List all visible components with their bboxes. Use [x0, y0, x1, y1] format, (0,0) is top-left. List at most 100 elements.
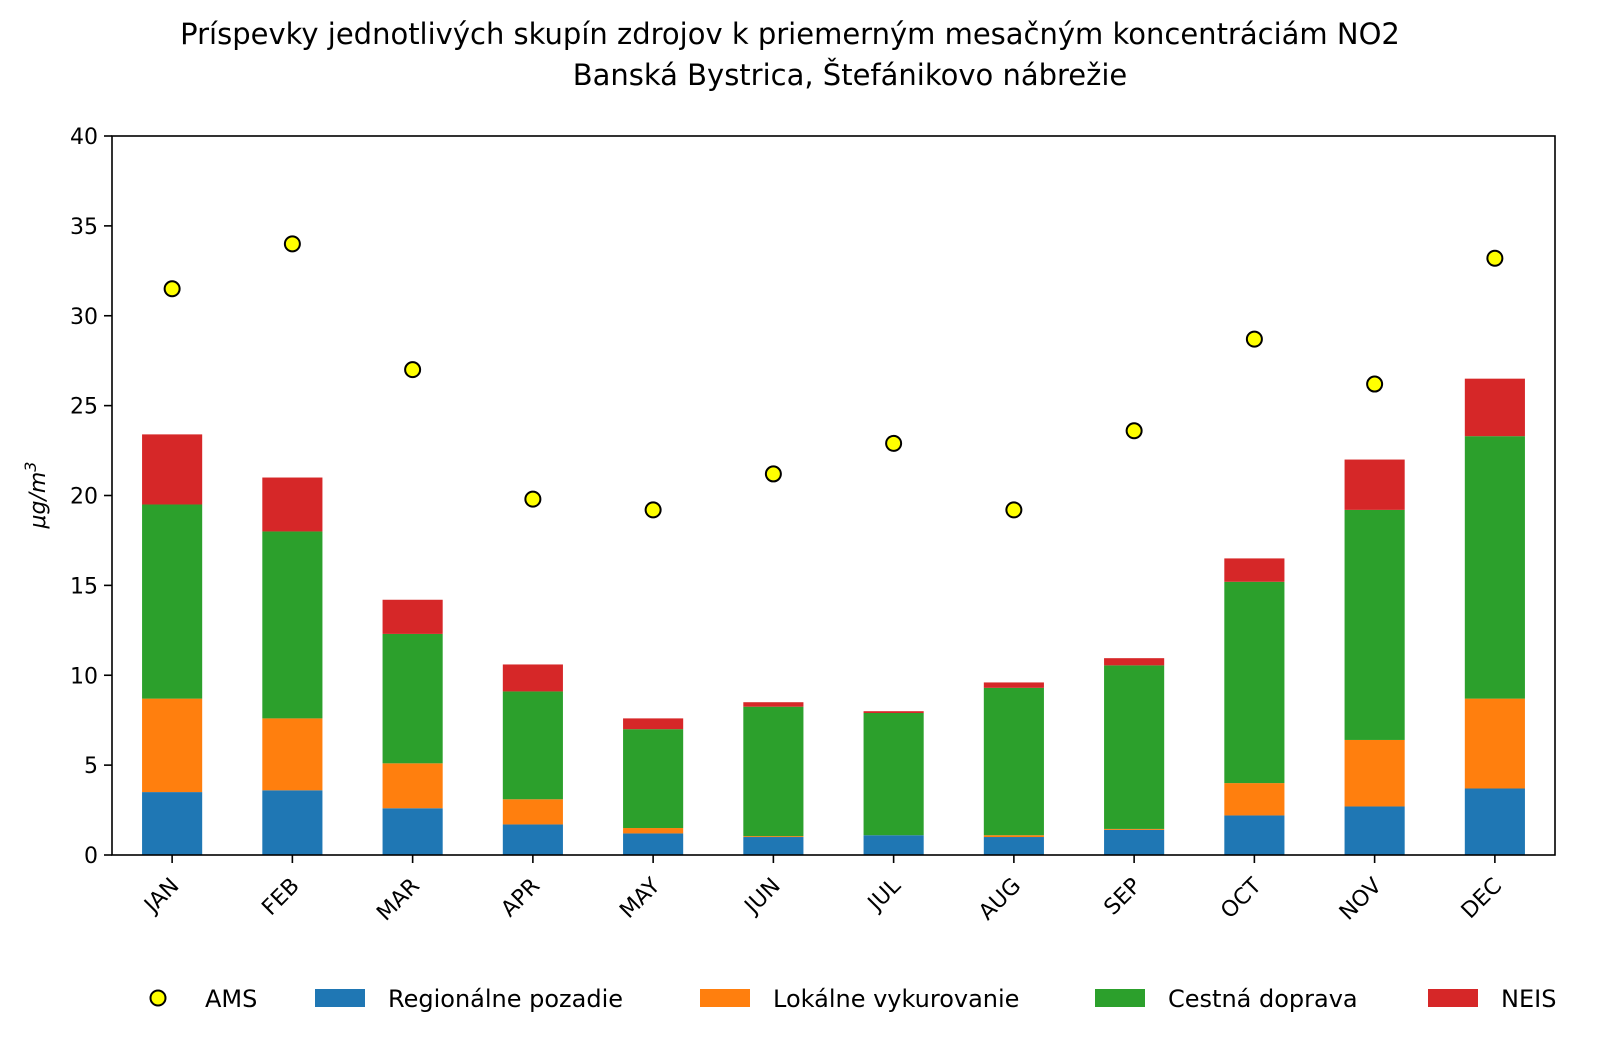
- bar-jun-series-0: [743, 837, 804, 855]
- bar-oct-series-0: [1224, 815, 1285, 855]
- y-tick-label: 30: [70, 305, 98, 330]
- bars-layer: [142, 378, 1525, 855]
- y-axis: 0 5 10 15 20 25 30 35 40: [70, 125, 112, 869]
- bar-dec-series-1: [1464, 698, 1525, 789]
- bar-jun-series-1: [743, 836, 804, 838]
- bar-jul-series-0: [863, 835, 924, 855]
- bar-oct-series-1: [1224, 783, 1285, 816]
- ams-point-mar: [404, 361, 422, 379]
- ams-point-may: [644, 501, 662, 519]
- ams-point-oct: [1245, 330, 1263, 348]
- bar-jan-series-1: [142, 698, 203, 793]
- bar-aug-series-0: [983, 837, 1044, 855]
- ams-point-sep: [1125, 422, 1143, 440]
- legend-swatch-series-3: [1428, 989, 1478, 1007]
- x-tick-label-jan: JAN: [139, 874, 185, 920]
- bar-aug-series-2: [983, 687, 1044, 836]
- plot-frame: [111, 135, 1556, 856]
- bar-dec-series-3: [1464, 378, 1525, 437]
- x-tick-label-feb: FEB: [257, 874, 304, 921]
- legend-label-ams: AMS: [205, 985, 257, 1013]
- ams-point-feb: [283, 235, 301, 253]
- bar-oct-series-2: [1224, 581, 1285, 784]
- bar-may-series-2: [623, 729, 684, 829]
- x-tick-label-may: MAY: [615, 873, 665, 923]
- ams-point-jan: [163, 280, 181, 298]
- x-tick-label-mar: MAR: [372, 874, 425, 927]
- y-tick-label: 15: [70, 574, 98, 599]
- x-tick-label-jul: JUL: [862, 873, 906, 917]
- x-tick-label-dec: DEC: [1457, 874, 1507, 924]
- x-tick-label-apr: APR: [497, 874, 546, 923]
- bar-mar-series-3: [382, 599, 443, 634]
- bar-oct-series-3: [1224, 558, 1285, 582]
- bar-apr-series-3: [502, 664, 563, 692]
- x-tick-label-aug: AUG: [974, 874, 1026, 926]
- bar-apr-series-2: [502, 691, 563, 800]
- bar-apr-series-0: [502, 824, 563, 855]
- legend-swatch-series-2: [1095, 989, 1145, 1007]
- bar-feb-series-2: [262, 531, 323, 719]
- legend-label-series-3: NEIS: [1501, 985, 1556, 1013]
- ams-point-apr: [524, 490, 542, 508]
- bar-mar-series-0: [382, 808, 443, 855]
- y-tick-label: 35: [70, 215, 98, 240]
- x-axis: JAN FEB MAR APR MAY JUN JUL AUG SEP OCT NOV DEC: [139, 855, 1507, 926]
- bar-may-series-0: [623, 833, 684, 855]
- bar-jun-series-2: [743, 706, 804, 837]
- bar-jun-series-3: [743, 702, 804, 707]
- ams-points-layer: [163, 235, 1504, 519]
- bar-aug-series-3: [983, 682, 1044, 688]
- bar-sep-series-2: [1104, 665, 1165, 829]
- x-tick-label-sep: SEP: [1100, 874, 1147, 921]
- y-tick-label: 5: [84, 754, 98, 779]
- bar-jul-series-3: [863, 711, 924, 713]
- x-tick-label-oct: OCT: [1216, 873, 1267, 924]
- bar-jul-series-2: [863, 712, 924, 836]
- bar-sep-series-0: [1104, 829, 1165, 855]
- y-tick-label: 25: [70, 395, 98, 420]
- y-tick-label: 40: [70, 125, 98, 150]
- bar-sep-series-1: [1104, 828, 1165, 830]
- legend-label-series-2: Cestná doprava: [1168, 985, 1358, 1013]
- legend-label-series-0: Regionálne pozadie: [388, 985, 623, 1013]
- x-tick-label-nov: NOV: [1335, 874, 1387, 926]
- bar-nov-series-0: [1344, 806, 1405, 855]
- bar-may-series-1: [623, 828, 684, 834]
- x-tick-label-jun: JUN: [739, 874, 786, 921]
- bar-nov-series-2: [1344, 509, 1405, 740]
- bar-sep-series-3: [1104, 658, 1165, 666]
- chart-subtitle: Banská Bystrica, Štefánikovo nábrežie: [573, 58, 1128, 92]
- bar-may-series-3: [623, 718, 684, 730]
- bar-mar-series-1: [382, 763, 443, 809]
- bar-jan-series-0: [142, 792, 203, 855]
- bar-apr-series-1: [502, 799, 563, 825]
- y-axis-label-exponent: 3: [21, 462, 40, 472]
- ams-point-nov: [1366, 375, 1384, 393]
- legend-marker-ams: [149, 989, 167, 1007]
- bar-dec-series-2: [1464, 436, 1525, 699]
- bar-aug-series-1: [983, 835, 1044, 838]
- bar-feb-series-3: [262, 477, 323, 532]
- bar-jan-series-3: [142, 434, 203, 505]
- legend-swatch-series-0: [315, 989, 365, 1007]
- bar-nov-series-3: [1344, 459, 1405, 510]
- bar-jan-series-2: [142, 504, 203, 699]
- y-axis-label: μg/m3: [21, 462, 51, 530]
- ams-point-jun: [764, 465, 782, 483]
- legend: AMS Regionálne pozadie Lokálne vykurovanie…: [149, 985, 1556, 1013]
- legend-swatch-series-1: [700, 989, 750, 1007]
- bar-feb-series-0: [262, 790, 323, 855]
- ams-point-dec: [1486, 249, 1504, 267]
- y-tick-label: 0: [84, 844, 98, 869]
- y-tick-label: 10: [70, 664, 98, 689]
- ams-point-jul: [885, 434, 903, 452]
- y-axis-label-unit: μg/m: [26, 472, 51, 530]
- y-tick-label: 20: [70, 485, 98, 510]
- bar-nov-series-1: [1344, 739, 1405, 807]
- ams-point-aug: [1005, 501, 1023, 519]
- chart-title: Príspevky jednotlivých skupín zdrojov k …: [180, 17, 1400, 51]
- bar-dec-series-0: [1464, 788, 1525, 855]
- bar-feb-series-1: [262, 718, 323, 791]
